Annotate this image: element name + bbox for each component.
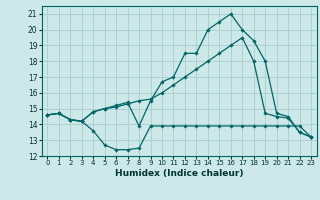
X-axis label: Humidex (Indice chaleur): Humidex (Indice chaleur) (115, 169, 244, 178)
